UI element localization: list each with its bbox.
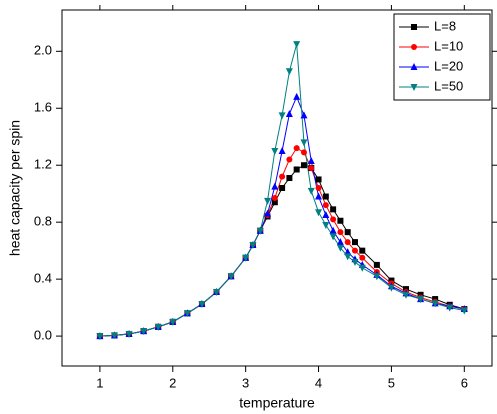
marker xyxy=(293,41,301,49)
marker xyxy=(373,261,380,268)
marker xyxy=(110,332,118,340)
marker xyxy=(315,209,323,217)
marker xyxy=(330,216,337,223)
marker xyxy=(285,68,293,76)
x-axis-label: temperature xyxy=(239,395,315,411)
legend-marker xyxy=(411,44,417,50)
marker xyxy=(344,248,352,256)
x-tick-label: 6 xyxy=(461,375,468,390)
marker xyxy=(256,227,264,235)
marker xyxy=(300,111,308,119)
marker xyxy=(417,296,425,304)
marker xyxy=(373,273,381,281)
marker xyxy=(169,318,177,326)
marker xyxy=(322,193,329,200)
marker xyxy=(315,176,322,183)
marker xyxy=(285,109,293,117)
x-tick-label: 4 xyxy=(315,375,322,390)
legend-box xyxy=(393,13,491,101)
marker xyxy=(227,273,235,281)
marker xyxy=(213,288,221,296)
marker xyxy=(278,146,286,154)
marker xyxy=(198,301,206,309)
legend-label: L=20 xyxy=(434,58,463,73)
legend-label: L=50 xyxy=(434,78,463,93)
marker xyxy=(286,175,293,182)
y-tick-label: 1.2 xyxy=(34,157,52,172)
marker xyxy=(402,291,410,299)
marker xyxy=(322,211,330,219)
marker xyxy=(359,247,366,254)
series-line xyxy=(99,44,465,337)
marker xyxy=(300,149,307,156)
marker xyxy=(242,254,250,262)
marker xyxy=(293,92,301,100)
marker xyxy=(300,162,307,169)
marker xyxy=(446,304,454,312)
marker xyxy=(315,192,323,200)
marker xyxy=(344,239,351,246)
marker xyxy=(351,239,358,246)
marker xyxy=(264,209,272,217)
marker xyxy=(271,194,278,201)
marker xyxy=(286,156,293,163)
marker xyxy=(293,166,300,173)
plot-frame xyxy=(61,9,493,367)
x-tick-label: 1 xyxy=(96,375,103,390)
y-tick-label: 0.4 xyxy=(34,271,52,286)
marker xyxy=(183,310,191,318)
marker xyxy=(271,199,278,206)
x-tick-label: 3 xyxy=(242,375,249,390)
marker xyxy=(387,284,395,292)
legend-marker xyxy=(410,63,418,70)
marker xyxy=(460,307,468,315)
marker xyxy=(330,206,337,213)
marker xyxy=(278,112,286,120)
marker xyxy=(351,247,358,254)
y-tick-label: 1.6 xyxy=(34,100,52,115)
marker xyxy=(140,328,148,336)
x-tick-label: 5 xyxy=(388,375,395,390)
legend-label: L=10 xyxy=(434,38,463,53)
marker xyxy=(337,217,344,224)
legend-label: L=8 xyxy=(434,18,456,33)
marker xyxy=(96,333,104,341)
marker xyxy=(359,254,366,261)
marker xyxy=(336,238,344,246)
marker xyxy=(336,244,344,252)
marker xyxy=(249,241,257,249)
y-tick-label: 0.0 xyxy=(34,328,52,343)
y-tick-label: 0.8 xyxy=(34,214,52,229)
marker xyxy=(307,156,315,164)
legend-marker xyxy=(410,84,418,91)
marker xyxy=(271,147,279,155)
marker xyxy=(344,253,352,261)
marker xyxy=(264,197,272,205)
marker xyxy=(300,139,308,147)
marker xyxy=(322,222,330,230)
marker xyxy=(271,182,279,190)
marker xyxy=(125,330,133,338)
marker xyxy=(307,187,315,195)
marker xyxy=(279,185,286,191)
marker xyxy=(329,226,337,234)
marker xyxy=(344,229,351,236)
marker xyxy=(431,300,439,308)
marker xyxy=(358,264,366,272)
y-tick-label: 2.0 xyxy=(34,43,52,58)
series-line xyxy=(99,95,465,337)
marker xyxy=(337,229,344,236)
marker xyxy=(315,185,322,191)
marker xyxy=(279,173,286,180)
marker xyxy=(308,165,315,172)
y-axis-label: heat capacity per spin xyxy=(7,120,23,256)
x-tick-label: 2 xyxy=(169,375,176,390)
marker xyxy=(293,145,300,152)
legend-marker xyxy=(411,24,417,30)
marker xyxy=(154,323,162,331)
marker xyxy=(329,233,337,241)
marker xyxy=(351,259,359,267)
marker xyxy=(322,202,329,209)
